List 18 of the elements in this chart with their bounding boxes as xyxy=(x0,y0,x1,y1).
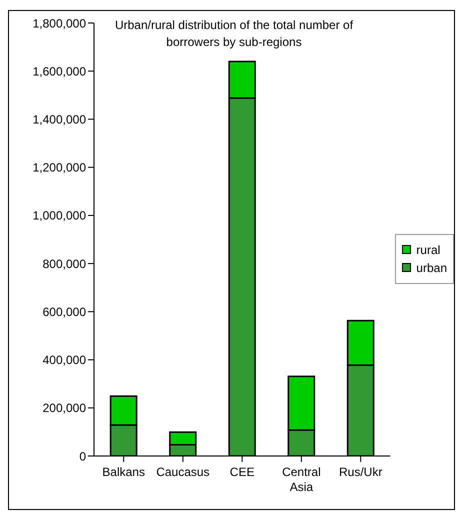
y-tick-label: 200,000 xyxy=(42,401,86,416)
x-tick-label: Balkans xyxy=(102,465,145,479)
y-tick-label: 1,200,000 xyxy=(32,160,86,175)
y-tick-label: 800,000 xyxy=(42,256,86,271)
x-tick-label: Central Asia xyxy=(282,465,321,494)
chart-title: Urban/rural distribution of the total number of borrowers by sub-regions xyxy=(114,17,354,51)
y-tick-label: 1,800,000 xyxy=(32,16,86,30)
legend-label: urban xyxy=(416,260,447,274)
y-tick-label: 1,000,000 xyxy=(32,208,86,223)
y-tick-label: 1,400,000 xyxy=(32,112,86,126)
x-tick-label: Rus/Ukr xyxy=(338,465,382,479)
y-tick-label: 400,000 xyxy=(42,353,86,368)
x-tick-label: Caucasus xyxy=(156,465,210,479)
y-tick-label: 600,000 xyxy=(42,304,86,319)
y-tick-label: 1,600,000 xyxy=(32,64,86,78)
legend-label: rural xyxy=(416,242,440,256)
x-tick-label: CEE xyxy=(230,465,254,479)
y-tick-label: 0 xyxy=(79,449,86,464)
